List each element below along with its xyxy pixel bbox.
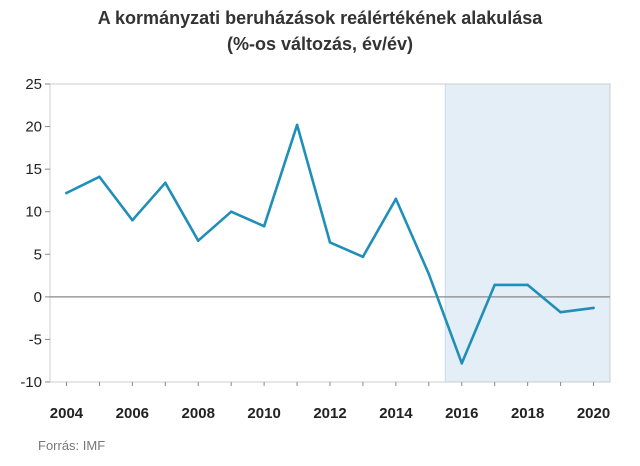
x-tick-label: 2020 xyxy=(577,405,610,422)
y-tick-label: -10 xyxy=(20,374,42,391)
data-point xyxy=(131,218,134,222)
data-point xyxy=(559,310,562,314)
x-axis: 2004 2006 2008 2010 2012 2014 2016 2018 2020 xyxy=(50,382,610,422)
source-note: Forrás: IMF xyxy=(38,438,106,453)
x-tick-label: 2008 xyxy=(182,405,215,422)
y-tick-label: -5 xyxy=(29,331,42,348)
x-tick-label: 2014 xyxy=(379,405,413,422)
data-point xyxy=(361,255,365,259)
data-point xyxy=(460,361,464,365)
data-point xyxy=(196,239,200,242)
data-point xyxy=(427,272,431,276)
data-point xyxy=(592,306,595,310)
data-point xyxy=(394,197,398,201)
x-tick-label: 2006 xyxy=(116,405,149,422)
y-tick-label: 0 xyxy=(34,289,42,306)
y-tick-label: 10 xyxy=(25,204,42,221)
data-point xyxy=(295,123,299,127)
forecast-shaded-region xyxy=(444,84,610,382)
data-point xyxy=(493,283,497,287)
shaded-region-rect xyxy=(445,84,610,382)
y-tick-label: 5 xyxy=(34,246,42,263)
x-tick-label: 2010 xyxy=(247,405,280,422)
data-point xyxy=(526,283,529,287)
data-point xyxy=(328,241,332,244)
data-point xyxy=(262,224,266,228)
x-tick-label: 2004 xyxy=(50,405,84,422)
data-point xyxy=(65,191,68,195)
y-tick-label: 20 xyxy=(25,119,42,136)
data-series xyxy=(65,123,595,365)
chart-subtitle: (%-os változás, év/év) xyxy=(226,34,414,54)
y-axis: -10 -5 0 5 10 15 20 25 xyxy=(20,76,50,391)
x-tick-label: 2018 xyxy=(511,405,544,422)
data-point xyxy=(98,175,101,179)
y-tick-label: 15 xyxy=(25,161,42,178)
chart-title: A kormányzati beruházások reálértékének … xyxy=(97,8,543,28)
x-tick-label: 2012 xyxy=(313,405,346,422)
y-tick-label: 25 xyxy=(25,76,42,93)
x-tick-label: 2016 xyxy=(445,405,478,422)
data-point xyxy=(229,210,233,214)
data-point xyxy=(163,181,167,185)
